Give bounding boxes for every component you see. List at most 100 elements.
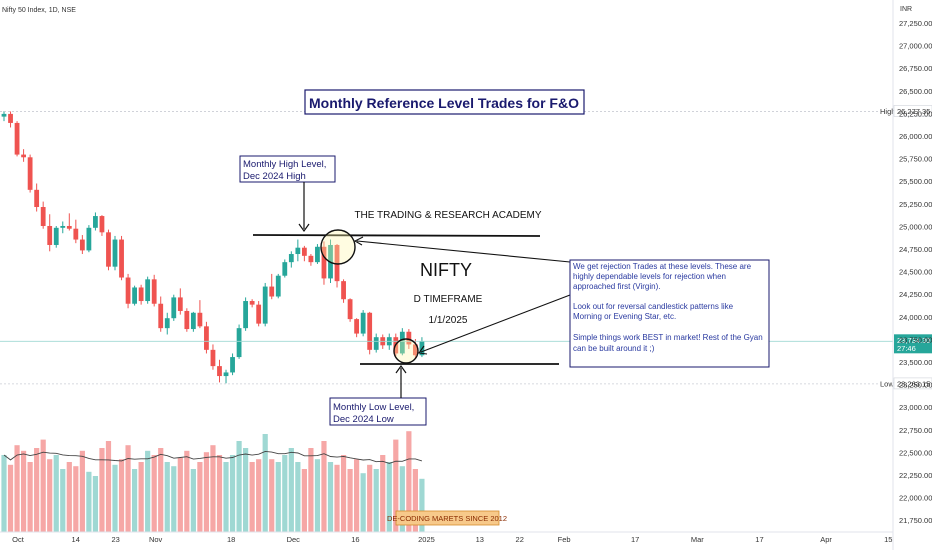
volume-bar (190, 469, 196, 532)
candle-body (138, 287, 144, 302)
candle-body (1, 113, 7, 117)
candle-body (373, 337, 379, 350)
title-box (304, 89, 585, 115)
price-tick-label: 22,750.00 (899, 426, 932, 435)
candle-body (60, 225, 66, 228)
volume-bar (340, 455, 347, 532)
candle-body (282, 262, 288, 276)
time-tick-label: 18 (227, 535, 235, 544)
note-arrow-low (420, 294, 571, 353)
candle-body (295, 247, 301, 255)
volume-bar (118, 459, 125, 532)
low-level-arrowhead (395, 364, 407, 374)
candle-body (8, 113, 13, 123)
time-tick-label: 2025 (418, 535, 435, 544)
candle-body (249, 301, 255, 305)
volume-bar (132, 469, 138, 532)
volume-bar (419, 478, 425, 532)
symbol-title: Nifty 50 Index, 1D, NSE (2, 7, 76, 14)
volume-bar (158, 448, 164, 532)
low-level-label-line-1: Monthly Low Level, (333, 402, 414, 413)
price-tick-label: 26,500.00 (899, 87, 932, 96)
current-price-value: 23,734.30 (897, 336, 930, 345)
price-axis[interactable]: 21,750.00 22,000.00 22,250.00 22,500.00 22,7… (899, 19, 932, 525)
price-tick-label: 25,750.00 (899, 155, 932, 164)
price-tick-label: 25,250.00 (899, 200, 932, 209)
volume-bar (184, 450, 190, 532)
volume-bar (360, 473, 366, 532)
candle-body (164, 318, 170, 329)
badge-tag: High (880, 107, 895, 116)
candle-body (125, 277, 131, 304)
time-tick-label: 17 (755, 535, 763, 544)
time-axis[interactable]: Oct 14 23 Nov 18 Dec 16 2025 13 22 Feb 17 Mar 17 Apr 15 (12, 535, 892, 544)
price-tick-label: 24,500.00 (899, 268, 932, 277)
note-line: Look out for reversal candlestick patter… (573, 302, 734, 311)
candle-body (341, 281, 346, 300)
price-tick-label: 27,000.00 (899, 42, 932, 51)
time-tick-label: 23 (112, 535, 120, 544)
volume-bar (386, 462, 392, 532)
candle-body (347, 299, 353, 320)
candle-body (145, 279, 151, 302)
volume-bar (216, 455, 223, 532)
badge-tag: Low (880, 379, 894, 388)
candle-body (158, 303, 164, 329)
candle-body (412, 344, 418, 356)
academy-text: THE TRADING & RESEARCH ACADEMY (354, 210, 541, 221)
candle-body (399, 331, 405, 354)
price-tick-label: 26,000.00 (899, 132, 932, 141)
note-line: highly dependable levels for rejection w… (573, 272, 726, 281)
volume-bar (112, 464, 118, 532)
time-tick-label: Nov (149, 535, 163, 544)
candle-body (21, 154, 26, 158)
price-tick-label: 27,250.00 (899, 19, 932, 28)
candle-body (406, 331, 412, 345)
price-tick-label: 23,250.00 (899, 381, 932, 390)
brand-banner (395, 510, 500, 526)
low-level-label-box (329, 397, 427, 426)
candle-body (132, 287, 137, 304)
volume-bar (171, 466, 177, 532)
high-level-label-line-2: Dec 2024 High (243, 171, 306, 182)
volume-bar (412, 469, 418, 532)
volume-bar (138, 462, 144, 532)
volume-average-line (3, 450, 423, 464)
candle-body (256, 304, 262, 324)
date-text: 1/1/2025 (429, 315, 468, 326)
time-tick-label: 15 (884, 535, 892, 544)
note-text: We get rejection Trades at these levels.… (573, 262, 763, 353)
candle-body (119, 239, 124, 278)
candle-body (106, 232, 111, 267)
nifty-text: NIFTY (420, 260, 472, 280)
candle-body (288, 254, 294, 263)
chart-title: Monthly Reference Level Trades for F&O (309, 95, 579, 111)
candle-body (40, 207, 46, 226)
time-tick-label: Apr (820, 535, 832, 544)
volume-bar (347, 469, 353, 532)
volume-bar (380, 455, 386, 532)
volume-bar (334, 464, 340, 532)
candle-body (27, 157, 33, 190)
note-line: can be built around it ;) (573, 344, 655, 353)
volume-bar (373, 469, 379, 532)
volume-bar (20, 450, 27, 532)
volume-bar (249, 462, 255, 532)
volume-bar (79, 450, 85, 532)
volume-bar (406, 431, 412, 532)
price-tick-label: 22,000.00 (899, 494, 932, 503)
volume-bar (34, 448, 40, 532)
candle-body (334, 244, 340, 282)
candle-body (86, 227, 92, 251)
volume-bar (203, 452, 210, 532)
volume-bar (105, 441, 112, 532)
candle-body (66, 225, 72, 229)
candle-body (301, 247, 307, 256)
low-rejection-circle (393, 338, 419, 364)
price-tick-label: 22,500.00 (899, 448, 932, 457)
price-tick-label: 24,250.00 (899, 290, 932, 299)
volume-bar (99, 448, 105, 532)
volume-bar (256, 459, 262, 532)
monthly-high-level-line (252, 234, 541, 237)
